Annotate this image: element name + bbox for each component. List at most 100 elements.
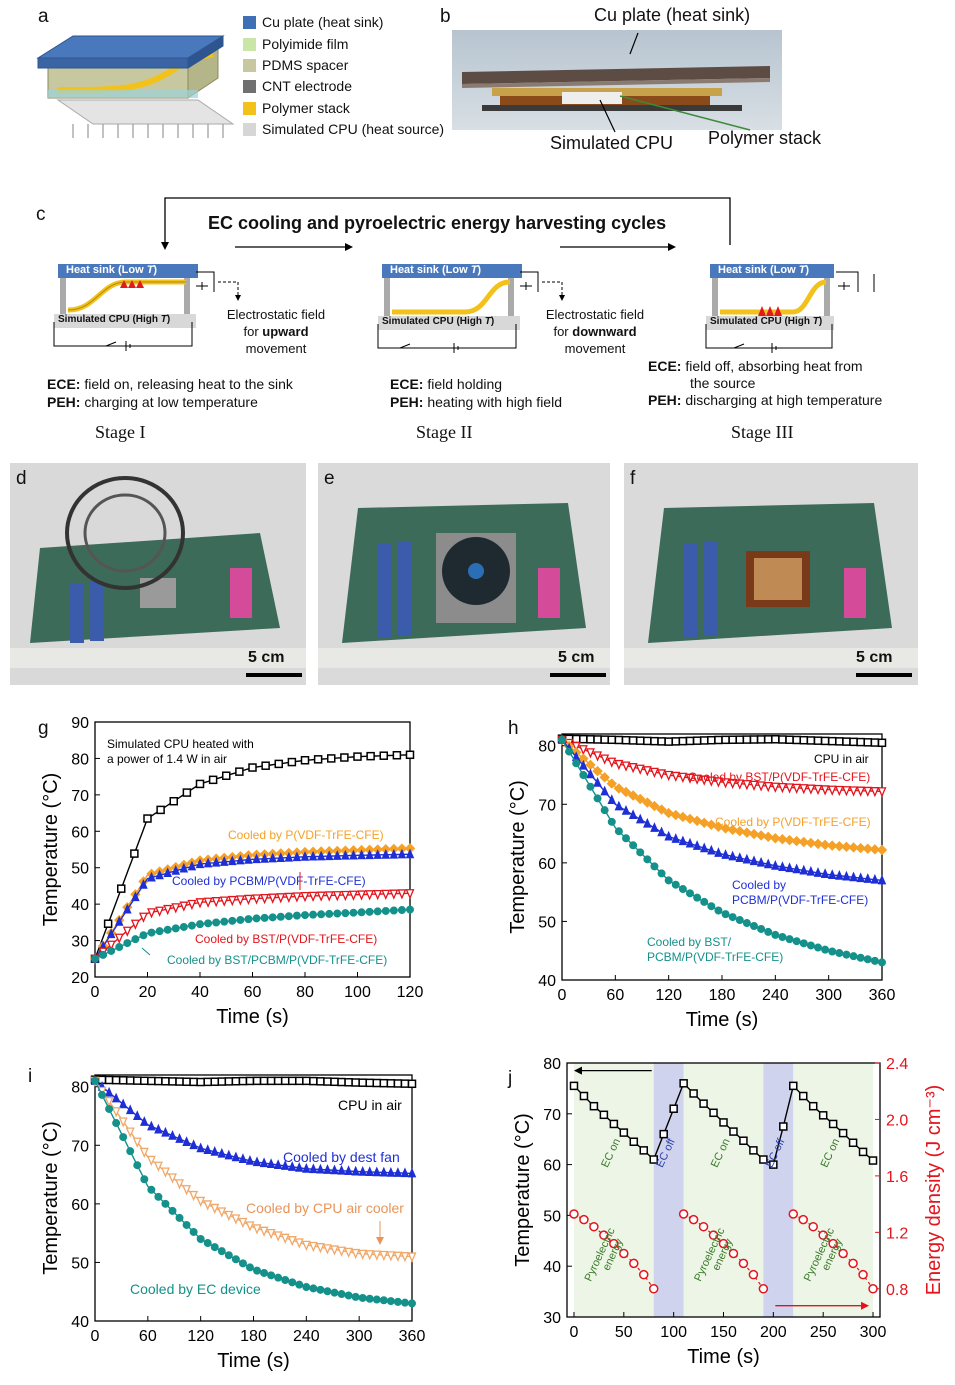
data-point xyxy=(592,765,603,777)
data-point xyxy=(103,919,113,928)
data-point xyxy=(98,1090,107,1099)
cpu-text: Simulated CPU (High xyxy=(58,314,161,325)
data-point xyxy=(699,775,709,786)
data-point xyxy=(671,771,681,783)
data-point xyxy=(769,1160,778,1169)
data-point xyxy=(707,902,716,911)
data-point xyxy=(171,903,181,914)
legend-swatch xyxy=(243,38,256,51)
t-symbol: T xyxy=(484,316,491,327)
data-point xyxy=(146,1155,156,1167)
panel-a-label: a xyxy=(38,6,49,27)
data-point xyxy=(863,873,873,883)
peh-key: PEH: xyxy=(390,394,424,410)
data-point xyxy=(358,1166,367,1176)
data-point xyxy=(628,809,638,820)
data-point xyxy=(678,885,687,894)
data-point xyxy=(182,1077,191,1086)
legend-text: Cu plate (heat sink) xyxy=(262,14,384,30)
data-point xyxy=(111,1075,121,1085)
axis-pointer-arrowhead xyxy=(861,1301,870,1310)
data-point xyxy=(784,834,795,846)
data-point xyxy=(607,757,617,768)
data-point xyxy=(649,800,660,812)
data-point xyxy=(245,1076,255,1086)
data-point xyxy=(337,1290,346,1299)
cu-plate-label: Cu plate (heat sink) xyxy=(594,5,751,25)
series-label: Cooled by EC device xyxy=(130,1281,261,1297)
y-tick-label: 70 xyxy=(71,1138,89,1155)
data-point xyxy=(799,784,809,795)
data-point xyxy=(248,763,257,772)
data-point xyxy=(849,737,858,747)
data-point xyxy=(133,1110,142,1120)
t-symbol: T xyxy=(146,264,154,276)
series-line xyxy=(561,739,883,793)
y-tick-label: 80 xyxy=(538,739,556,756)
x-tick-label: 60 xyxy=(139,1328,157,1345)
data-point xyxy=(138,912,148,923)
x-tick-label: 180 xyxy=(240,1328,267,1345)
data-point xyxy=(125,1076,135,1085)
heat-sink-text: Heat sink (Low xyxy=(66,264,147,276)
data-point xyxy=(707,735,716,745)
data-point xyxy=(863,738,873,747)
series-label: Cooled by BST/ xyxy=(647,935,732,949)
chart-h: 0 60 120 180 240 300 360 40 50 60 70 80 Time (s) Temp… xyxy=(507,733,895,1031)
data-point xyxy=(749,1146,758,1155)
data-point xyxy=(358,1249,368,1260)
data-point xyxy=(749,780,759,791)
data-point xyxy=(189,1190,199,1202)
y-tick-label: 80 xyxy=(543,1056,561,1073)
data-point xyxy=(132,1137,142,1148)
y-tick-label: 50 xyxy=(543,1208,561,1225)
x-tick-label: 20 xyxy=(139,984,157,1001)
data-point xyxy=(778,861,787,871)
y-tick-label: 90 xyxy=(71,715,89,732)
data-point xyxy=(764,927,773,936)
data-point xyxy=(606,778,617,789)
data-point xyxy=(642,766,652,777)
cycle-title: EC cooling and pyroelectric energy harve… xyxy=(208,213,667,233)
panel-h-label: h xyxy=(508,718,519,739)
data-point xyxy=(196,1196,206,1208)
y-tick-label: 40 xyxy=(71,897,89,914)
data-point xyxy=(309,910,318,919)
data-point xyxy=(154,1192,163,1201)
data-point xyxy=(323,1287,332,1296)
panel-b-pointer-lines xyxy=(599,32,751,133)
data-point xyxy=(222,771,231,780)
data-point xyxy=(130,849,139,858)
data-point xyxy=(208,775,218,785)
ece-key: ECE: xyxy=(390,376,424,392)
data-point xyxy=(758,1284,769,1294)
data-point xyxy=(280,1076,290,1086)
data-point xyxy=(856,786,866,797)
field-note-line: Electrostatic field xyxy=(545,307,645,322)
data-point xyxy=(579,1091,589,1101)
data-point xyxy=(261,761,270,770)
data-point xyxy=(664,770,674,782)
y-tick-label: 30 xyxy=(71,934,89,951)
stage3-description: ECE: field off, absorbing heat from the … xyxy=(648,358,882,409)
motherboard-heatsink-photo: 5 cm xyxy=(318,463,610,685)
data-point xyxy=(569,1209,579,1219)
legend-text: Simulated CPU (heat source) xyxy=(262,121,445,137)
data-point xyxy=(381,889,391,901)
x-tick-label: 300 xyxy=(346,1328,373,1345)
series-label: Cooled by P(VDF-TrFE-CFE) xyxy=(715,815,871,829)
heat-sink-block: Heat sink (Low T) xyxy=(382,264,522,278)
data-point xyxy=(870,873,880,884)
data-point xyxy=(358,1293,367,1302)
series-label: Cooled by BST/PCBM/P(VDF-TrFE-CFE) xyxy=(167,953,387,967)
data-point xyxy=(841,786,851,797)
peh-text: charging at low temperature xyxy=(80,394,258,410)
close-paren: ) xyxy=(805,264,810,276)
data-point xyxy=(294,1238,304,1249)
data-point xyxy=(400,1298,409,1307)
x-axis-label: Time (s) xyxy=(686,1009,759,1031)
series-line xyxy=(94,853,411,960)
data-point xyxy=(349,849,358,860)
data-point xyxy=(217,1247,226,1256)
data-point xyxy=(806,865,816,876)
